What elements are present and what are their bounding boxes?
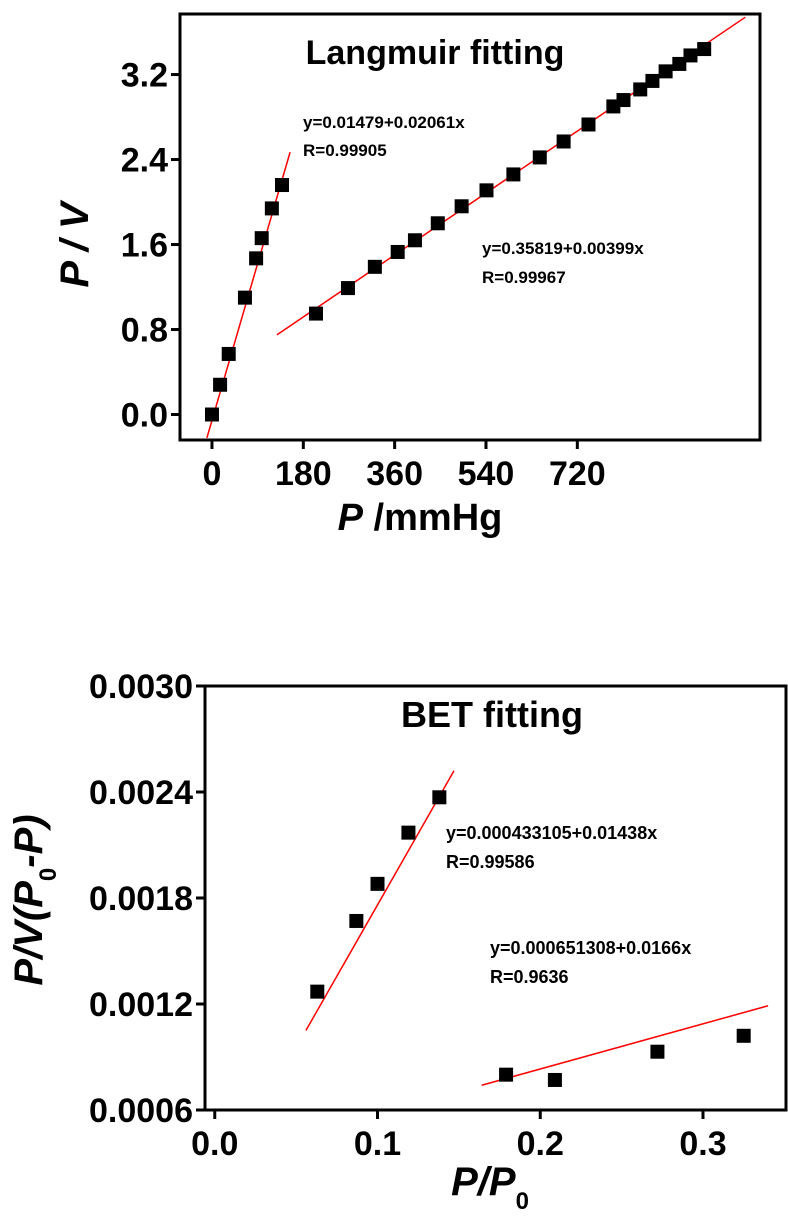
x-tick-label: 0.0 <box>191 1125 238 1163</box>
data-point <box>581 117 596 132</box>
x-tick-label: 0.2 <box>517 1125 564 1163</box>
data-point <box>454 199 469 214</box>
y-axis-label: P / V <box>53 199 97 288</box>
data-point <box>658 64 673 79</box>
data-point <box>367 259 382 274</box>
axis-label-part: 0 <box>516 1188 529 1215</box>
data-point <box>401 825 416 840</box>
x-axis-label: P /mmHg <box>338 497 503 539</box>
y-tick-label: 1.6 <box>121 227 168 265</box>
data-point <box>633 82 648 97</box>
axis-label-part: 0 <box>35 868 62 881</box>
fit-line <box>305 770 455 1031</box>
y-tick-label: 0.0024 <box>89 774 193 812</box>
x-tick-label: 180 <box>275 455 332 493</box>
data-point <box>697 42 712 57</box>
axis-label-part: /mmHg <box>363 497 502 539</box>
data-point <box>683 48 698 63</box>
chart-title: Langmuir fitting <box>306 34 565 72</box>
data-point <box>264 201 279 216</box>
data-point <box>672 56 687 71</box>
y-tick-label: 0.0018 <box>89 880 193 918</box>
fit-annotation: y=0.01479+0.02061x <box>303 113 465 132</box>
fit-annotation: R=0.99967 <box>482 268 566 287</box>
data-point <box>249 251 264 266</box>
data-point <box>308 306 323 321</box>
axis-label-part: P/P <box>451 1160 516 1204</box>
axis-label-part: P/V(P <box>7 881 51 986</box>
axis-label-part: -P) <box>7 814 51 867</box>
data-point <box>432 790 447 805</box>
y-tick-label: 0.0012 <box>89 986 193 1024</box>
data-point <box>213 377 228 392</box>
x-axis-label: P/P0 <box>451 1160 529 1215</box>
chart-title: BET fitting <box>401 694 583 735</box>
fit-annotation: y=0.35819+0.00399x <box>482 239 644 258</box>
y-tick-label: 0.0 <box>121 397 168 435</box>
data-point <box>340 281 355 296</box>
data-point <box>547 1072 562 1087</box>
fit-annotation: R=0.99586 <box>446 852 535 872</box>
plot-frame <box>178 12 762 442</box>
data-point <box>556 134 571 149</box>
data-point <box>736 1028 751 1043</box>
y-tick-label: 0.8 <box>121 312 168 350</box>
plot-frame <box>203 684 788 1112</box>
data-point <box>237 290 252 305</box>
x-tick-label: 720 <box>549 455 606 493</box>
data-point <box>506 167 521 182</box>
data-point <box>370 876 385 891</box>
axis-label-part: P <box>338 497 364 539</box>
data-point <box>499 1067 514 1082</box>
x-tick-label: 0 <box>203 455 222 493</box>
data-point <box>650 1044 665 1059</box>
x-tick-label: 0.3 <box>679 1125 726 1163</box>
fit-annotation: y=0.000651308+0.0166x <box>490 938 691 958</box>
data-point <box>274 178 289 193</box>
data-point <box>616 93 631 108</box>
x-tick-label: 0.1 <box>354 1125 401 1163</box>
y-tick-label: 0.0030 <box>89 668 193 706</box>
data-point <box>390 244 405 259</box>
x-tick-label: 540 <box>458 455 515 493</box>
fit-annotation: R=0.99905 <box>303 141 387 160</box>
data-point <box>407 233 422 248</box>
data-point <box>221 346 236 361</box>
data-point <box>645 73 660 88</box>
fit-annotation: y=0.000433105+0.01438x <box>446 823 657 843</box>
fit-annotation: R=0.9636 <box>490 967 569 987</box>
y-tick-label: 2.4 <box>121 142 168 180</box>
data-point <box>532 150 547 165</box>
data-point <box>310 984 325 999</box>
data-point <box>430 216 445 231</box>
data-point <box>479 183 494 198</box>
y-axis-label: P/V(P0-P) <box>7 814 62 985</box>
y-tick-label: 3.2 <box>121 57 168 95</box>
data-point <box>254 231 269 246</box>
data-point <box>204 407 219 422</box>
x-tick-label: 360 <box>366 455 423 493</box>
data-point <box>349 913 364 928</box>
y-tick-label: 0.0006 <box>89 1092 193 1130</box>
fit-line <box>481 1005 769 1086</box>
